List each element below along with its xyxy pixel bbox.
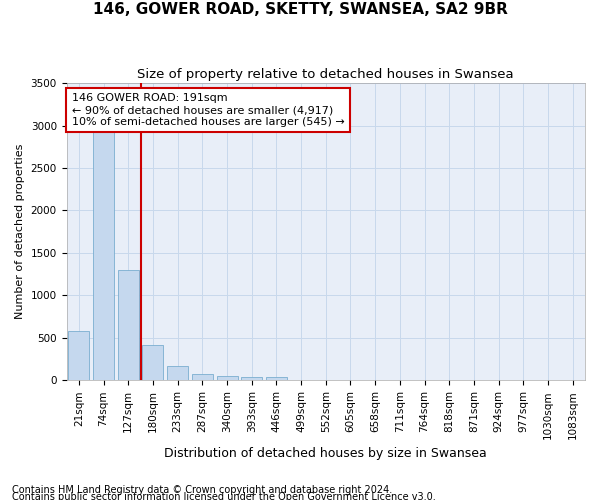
Bar xyxy=(68,332,89,380)
Bar xyxy=(192,374,213,380)
Bar xyxy=(167,366,188,380)
Bar xyxy=(118,270,139,380)
Bar xyxy=(217,376,238,380)
Bar xyxy=(142,345,163,380)
Y-axis label: Number of detached properties: Number of detached properties xyxy=(15,144,25,320)
Bar xyxy=(241,377,262,380)
Text: 146, GOWER ROAD, SKETTY, SWANSEA, SA2 9BR: 146, GOWER ROAD, SKETTY, SWANSEA, SA2 9B… xyxy=(92,2,508,18)
Bar xyxy=(266,377,287,380)
Title: Size of property relative to detached houses in Swansea: Size of property relative to detached ho… xyxy=(137,68,514,80)
Text: 146 GOWER ROAD: 191sqm
← 90% of detached houses are smaller (4,917)
10% of semi-: 146 GOWER ROAD: 191sqm ← 90% of detached… xyxy=(72,94,344,126)
X-axis label: Distribution of detached houses by size in Swansea: Distribution of detached houses by size … xyxy=(164,447,487,460)
Bar xyxy=(93,132,114,380)
Text: Contains public sector information licensed under the Open Government Licence v3: Contains public sector information licen… xyxy=(12,492,436,500)
Text: Contains HM Land Registry data © Crown copyright and database right 2024.: Contains HM Land Registry data © Crown c… xyxy=(12,485,392,495)
